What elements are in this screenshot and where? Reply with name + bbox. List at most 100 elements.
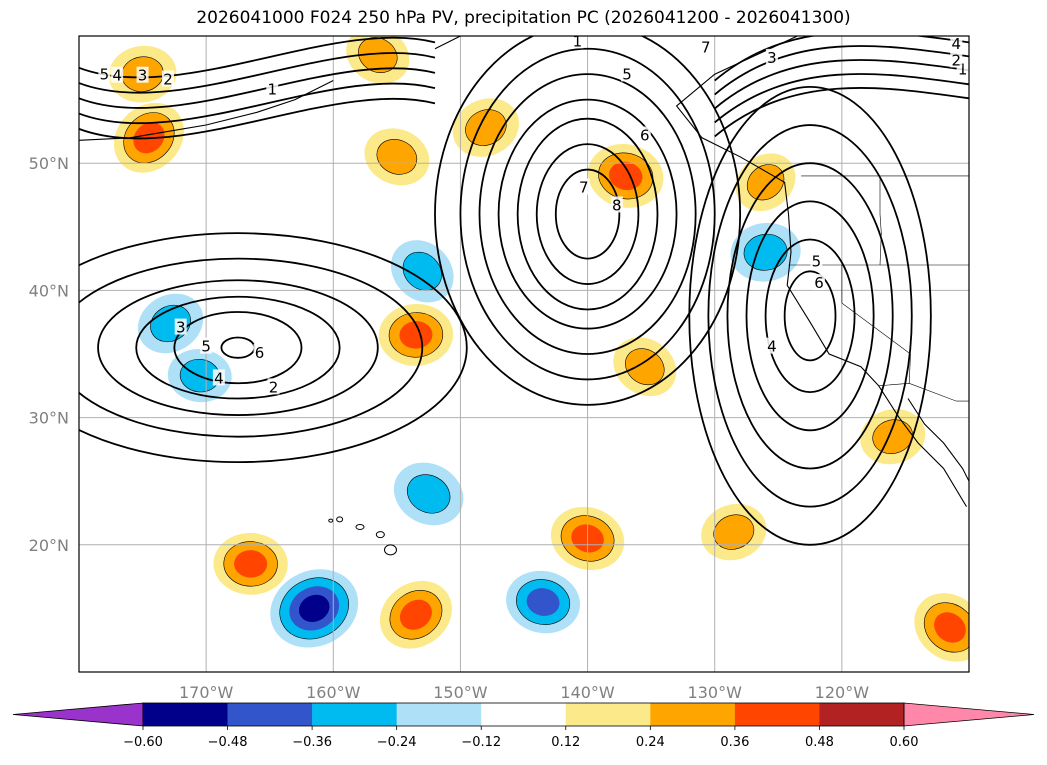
contour-label: 7 (579, 179, 589, 197)
contour-label: 7 (701, 39, 711, 57)
colorbar-segment (819, 703, 905, 726)
hawaii-island (375, 531, 385, 539)
contour-label-bg (620, 65, 633, 82)
colorbar-extend-min (12, 702, 144, 727)
contour-label: 5 (100, 65, 110, 83)
contour-label: 4 (952, 35, 962, 53)
contour-label-bg (577, 178, 590, 195)
contour-label: 6 (255, 344, 265, 362)
precip-area-date-line-north (364, 128, 430, 186)
colorbar-segment (650, 703, 736, 726)
lon-tick-label: 140°W (560, 683, 615, 702)
gridlines (79, 36, 969, 672)
precip-level--0.24 (402, 251, 442, 291)
pv-contour-3 (726, 162, 894, 470)
contour-label: 5 (622, 65, 632, 83)
precip-area-baja-south (914, 593, 969, 662)
contour-label: 5 (812, 252, 822, 270)
precip-area-south-central-neg (506, 570, 581, 634)
coastlines (79, 36, 969, 556)
axis-labels: 170°W 160°W 150°W 140°W 130°W 120°W 20°N 30°N 40… (29, 154, 870, 702)
lon-tick-label: 170°W (179, 683, 234, 702)
colorbar-frame (142, 702, 905, 727)
pv-contour-northwest (79, 82, 436, 125)
pv-contour-4 (745, 200, 875, 432)
precip-area-central-pacific-east (378, 303, 454, 366)
contour-label-bg (200, 337, 213, 354)
contour-label-bg (98, 65, 111, 82)
contour-label-bg (765, 337, 778, 354)
contour-label-bg (810, 252, 823, 269)
pv-contour-northeast (714, 59, 969, 110)
colorbar-tick-label: 0.60 (890, 735, 919, 750)
colorbar-segment (396, 703, 482, 726)
contour-label-bg (571, 36, 584, 49)
lat-tick-label: 40°N (29, 281, 69, 300)
pv-contour-5 (764, 238, 856, 394)
contour-label: 4 (112, 67, 122, 85)
precip-area-hawaii-southeast (379, 580, 452, 649)
contour-label: 4 (767, 338, 777, 356)
colorbar: −0.60 −0.48 −0.36 −0.24 −0.12 0.12 0.24 0.36 0.4… (12, 702, 1035, 750)
precip-level-0.36 (934, 612, 966, 643)
contour-label: 1 (958, 60, 968, 78)
precip-level-0.24 (872, 419, 914, 454)
lon-tick-label: 120°W (815, 683, 870, 702)
pv-system-central-pacific-low (79, 232, 468, 463)
pv-contour-northwest (79, 97, 436, 140)
pv-contour-northeast (714, 45, 969, 96)
contour-label: 5 (201, 338, 211, 356)
hawaii-island (355, 523, 365, 530)
precip-level-0.24 (625, 348, 665, 386)
contour-label-bg (950, 51, 963, 68)
pv-contour-northeast (714, 36, 969, 82)
contour-label: 6 (640, 126, 650, 144)
chart-title: 2026041000 F024 250 hPa PV, precipitatio… (196, 8, 851, 28)
pv-system-california-cutoff-low (688, 85, 932, 546)
colorbar-tick-label: 0.36 (720, 735, 749, 750)
hawaii-island (336, 516, 344, 523)
pv-contour-northwest (79, 52, 436, 94)
pv-contour-7 (554, 168, 621, 260)
hawaii-island (328, 518, 334, 523)
political-border (841, 265, 911, 384)
precip-area-mexico-coast (860, 409, 926, 465)
colorbar-tick-label: −0.24 (377, 735, 417, 750)
colorbar-extend-max (903, 702, 1035, 727)
contour-label: 2 (269, 378, 279, 396)
pv-contours (79, 36, 969, 546)
pv-system-gulf-of-alaska-trough (434, 36, 741, 406)
precip-level-0.24 (746, 164, 785, 201)
political-border (879, 175, 882, 266)
colorbar-segment (312, 703, 397, 726)
pv-contour-northwest (79, 67, 436, 109)
lat-tick-label: 20°N (29, 536, 69, 555)
pv-contour-4 (135, 295, 341, 400)
pv-contour-5 (173, 311, 303, 385)
colorbar-tick-label: −0.12 (461, 735, 501, 750)
contour-label-bg (267, 378, 280, 395)
colorbar-tick-label: −0.60 (123, 735, 163, 750)
contour-label: 1 (573, 32, 583, 50)
contour-label: 8 (612, 196, 622, 214)
precip-level-0.24 (376, 139, 418, 175)
contour-label-bg (699, 38, 712, 55)
precip-area-hawaii-strong-neg (270, 569, 359, 648)
contour-label-bg (136, 66, 149, 83)
contour-label: 6 (814, 274, 824, 292)
pv-contour-1 (434, 36, 741, 406)
colorbar-segment (227, 703, 313, 726)
colorbar-segment (565, 703, 651, 726)
colorbar-tick-label: −0.48 (208, 735, 248, 750)
contour-label: 4 (214, 369, 224, 387)
precip-level-0.36 (399, 321, 433, 349)
contour-label: 2 (952, 51, 962, 69)
colorbar-tick-label: 0.48 (805, 735, 834, 750)
pv-contour-northeast (714, 73, 969, 124)
coastline (434, 36, 512, 50)
contour-label-bg (162, 70, 174, 87)
lon-tick-label: 150°W (433, 683, 488, 702)
contour-label-bg (765, 48, 778, 65)
